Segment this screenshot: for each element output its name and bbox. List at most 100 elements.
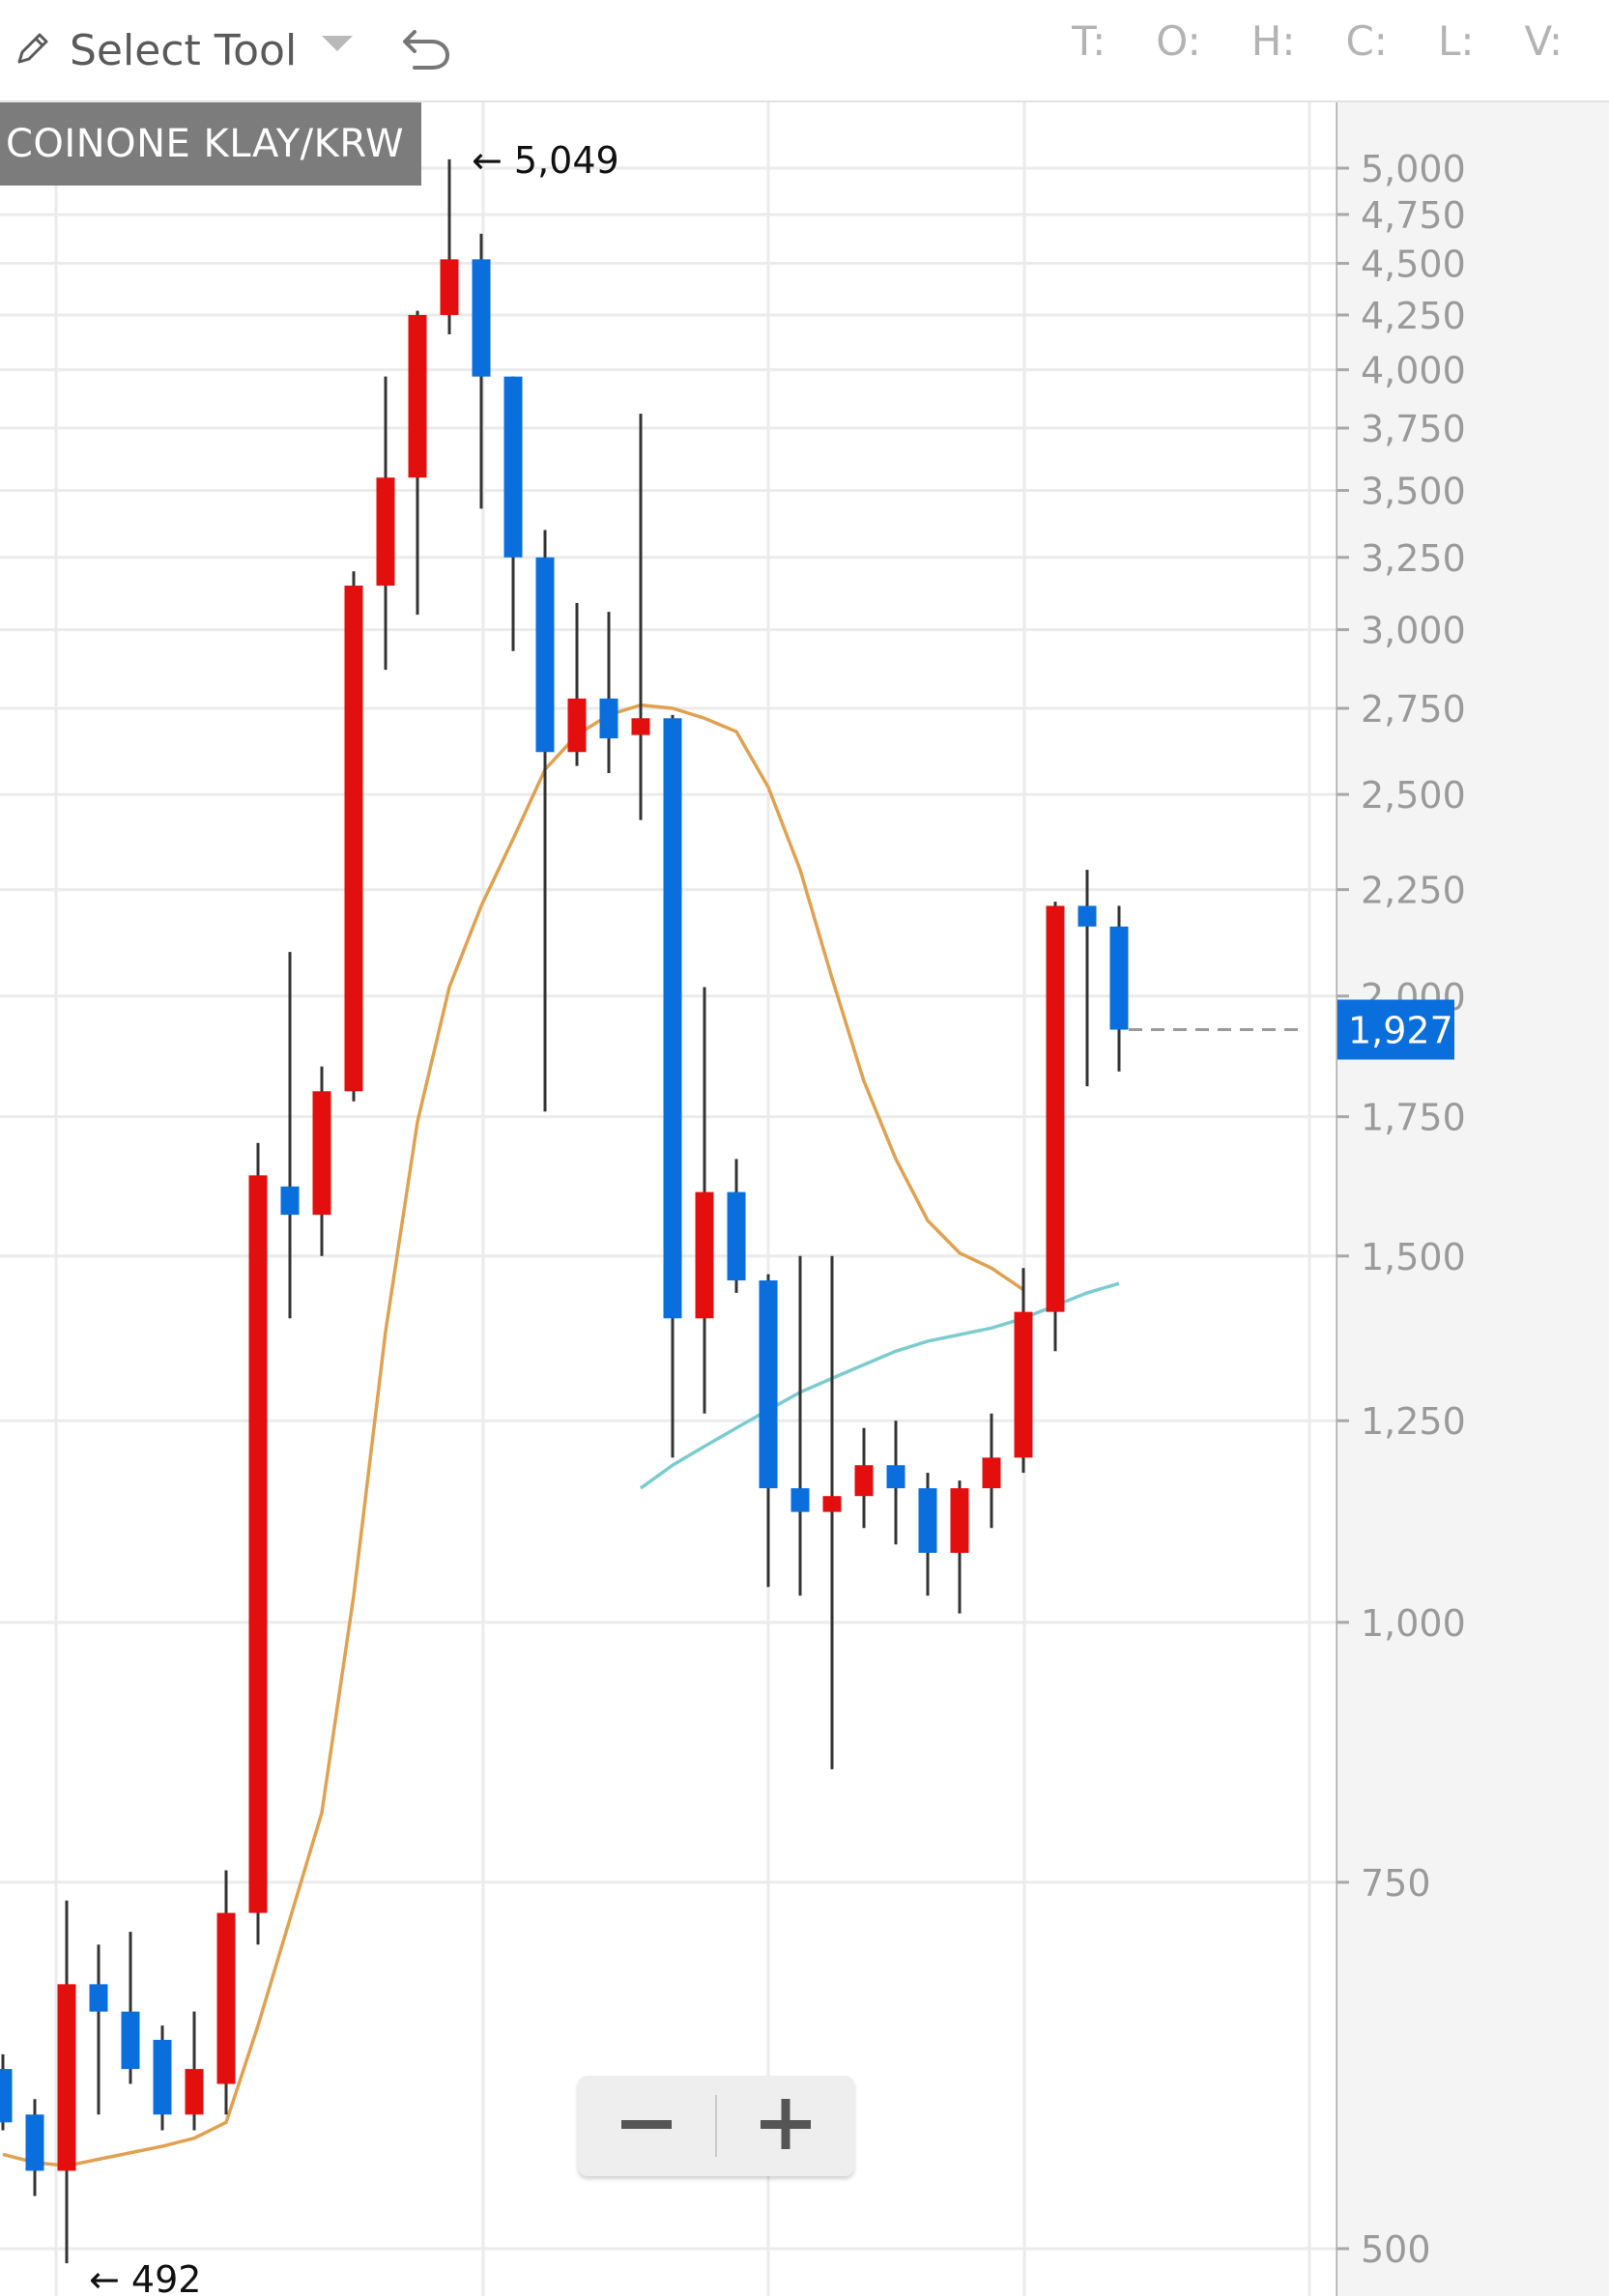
ma-short-line [2,703,1024,2168]
candle-body [535,557,555,753]
candle [631,414,650,820]
ohlc-low-label: L: [1437,17,1475,65]
candle-body [376,477,395,587]
price-axis[interactable]: 500 750 1,000 1,250 1,500 1,750 2,000 2,250 2,50… [1337,100,1609,2296]
candle [25,2099,44,2196]
axis-tick-label: 1,250 [1361,1400,1466,1443]
candle [918,1473,937,1596]
candles [0,158,1129,2264]
candle-body [216,1912,236,2084]
candle [759,1274,778,1588]
ohlc-time-label: T: [1072,17,1106,65]
minus-icon [619,2097,674,2155]
candle [344,571,363,1102]
candle [854,1427,874,1529]
chevron-down-icon[interactable] [322,36,354,51]
chart-toolbar: Select Tool T: O: H: C: L: V: [0,0,1609,102]
last-price-tag-label: 1,927 [1348,1010,1453,1052]
candle-body [759,1280,778,1489]
axis-tick-label: 3,250 [1361,537,1466,580]
candle-body [503,376,523,558]
candle [89,1944,108,2115]
candle [121,1932,140,2084]
axis-tick-label: 2,250 [1361,870,1466,912]
candle [312,1066,331,1256]
axis-tick-label: 3,000 [1361,610,1466,652]
axis-tick-label: 4,750 [1361,194,1466,237]
last-price-tag: 1,927 [1337,999,1454,1060]
axis-tick-label: 3,500 [1361,471,1466,513]
zoom-in-button[interactable] [717,2076,854,2176]
high-marker-label: ← 5,049 [472,139,619,182]
candle [822,1255,842,1769]
candle-body [89,1984,108,2012]
candle-body [1077,905,1097,927]
last-price-tag-shape [1337,999,1454,1060]
candle [153,2025,172,2131]
candle [535,530,555,1112]
candle [982,1413,1001,1529]
zoom-out-button[interactable] [578,2076,715,2176]
candle [1014,1268,1033,1474]
candle-body [408,314,427,478]
candle-body [631,718,650,735]
candle [1109,905,1129,1072]
candle-body [57,1984,76,2171]
tool-label: Select Tool [70,25,298,75]
candle-body [312,1091,331,1216]
candle-body [1109,926,1129,1030]
candle-body [854,1465,874,1497]
candle-body [663,718,682,1319]
zoom-controls [578,2076,854,2176]
candle [185,2011,204,2131]
candle-body [0,2069,13,2123]
axis-tick-label: 4,000 [1361,350,1466,392]
candle-body [25,2114,44,2171]
candle [790,1255,810,1596]
candle-body [822,1496,842,1512]
candle [950,1480,969,1614]
candle [216,1870,236,2115]
undo-button[interactable] [399,24,455,76]
candle [567,603,587,766]
candle [57,1900,76,2264]
candle-body [695,1191,714,1319]
candle [280,952,300,1319]
candle-body [1014,1311,1033,1458]
candle [1077,870,1097,1087]
select-tool-dropdown[interactable]: Select Tool [14,12,354,89]
candle [503,376,523,651]
candle-body [918,1488,937,1553]
plus-icon [759,2097,813,2155]
candle [472,233,491,509]
axis-tick-label: 1,000 [1361,1602,1466,1645]
candle [408,310,427,616]
candle-body [567,698,587,753]
candle [727,1159,746,1293]
candle-body [472,259,491,377]
candle [440,158,459,334]
candle [695,987,714,1414]
ohlc-high-label: H: [1250,17,1296,65]
ohlc-readout: T: O: H: C: L: V: [1072,17,1563,65]
axis-tick-label: 4,500 [1361,244,1466,286]
candle-body [440,259,459,315]
candle [376,376,395,671]
candle-body [790,1488,810,1512]
axis-tick-label: 3,750 [1361,408,1466,450]
symbol-label: COINONE KLAY/KRW [0,102,421,186]
candle-body [727,1191,746,1281]
low-marker-label: ← 492 [89,2258,201,2296]
candle-body [280,1186,300,1216]
candle-body [248,1175,268,1913]
ohlc-volume-label: V: [1524,17,1563,65]
candle-body [153,2039,172,2115]
candle [1046,902,1065,1352]
candle-body [185,2069,204,2115]
candle [0,2053,13,2131]
axis-tick-label: 1,500 [1361,1236,1466,1278]
axis-tick-label: 5,000 [1361,148,1466,190]
moving-average-lines [2,703,1120,2168]
candle-body [982,1457,1001,1489]
candle [599,612,618,773]
